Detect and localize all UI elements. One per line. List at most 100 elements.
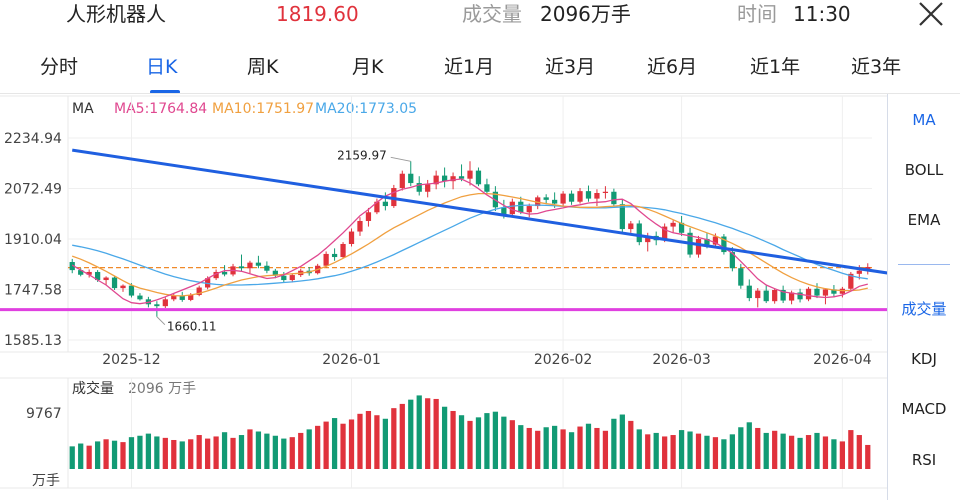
candle bbox=[467, 170, 473, 179]
side-item-kdj[interactable]: KDJ bbox=[911, 350, 937, 368]
side-item-ma[interactable]: MA bbox=[912, 111, 936, 129]
tab-1-year[interactable]: 近1年 bbox=[750, 56, 801, 78]
candle bbox=[662, 226, 668, 241]
period-tabs: 分时 日K 周K 月K 近1月 近3月 近6月 近1年 近3年 bbox=[0, 44, 960, 94]
volume-bar bbox=[357, 413, 363, 469]
side-item-ema[interactable]: EMA bbox=[907, 211, 941, 229]
volume-bar bbox=[746, 422, 752, 469]
volume-bar bbox=[763, 432, 769, 469]
volume-bar bbox=[137, 435, 143, 469]
x-tick-label: 2026-02 bbox=[534, 352, 593, 368]
candle bbox=[196, 287, 202, 295]
tab-6-months[interactable]: 近6月 bbox=[647, 56, 698, 78]
volume-bar bbox=[247, 429, 253, 469]
candle bbox=[822, 289, 829, 296]
candle bbox=[577, 191, 583, 202]
volume-bar bbox=[154, 436, 160, 469]
side-item-rsi[interactable]: RSI bbox=[911, 451, 937, 469]
candle bbox=[636, 223, 642, 243]
high-pointer bbox=[390, 156, 411, 162]
candle bbox=[264, 265, 270, 271]
x-tick-label: 2026-03 bbox=[652, 352, 711, 368]
y-tick-label: 2072.49 bbox=[4, 181, 62, 197]
candle bbox=[365, 212, 372, 221]
x-tick-label: 2025-12 bbox=[102, 352, 161, 368]
side-item-volume[interactable]: 成交量 bbox=[901, 300, 947, 318]
indicator-sidebar: MA BOLL EMA 成交量 KDJ MACD RSI bbox=[887, 94, 960, 500]
sidebar-divider bbox=[898, 264, 950, 265]
side-item-macd[interactable]: MACD bbox=[901, 400, 947, 418]
candle bbox=[848, 273, 854, 289]
volume-bar bbox=[712, 437, 719, 469]
volume-bar bbox=[111, 440, 118, 469]
candle bbox=[323, 253, 329, 266]
tab-monthly-k[interactable]: 月K bbox=[352, 56, 384, 78]
volume-bar bbox=[501, 416, 507, 469]
tab-3-months[interactable]: 近3月 bbox=[545, 56, 596, 78]
volume-bar bbox=[255, 431, 262, 469]
volume-bar bbox=[399, 403, 405, 469]
volume-bar bbox=[755, 427, 761, 469]
volume-bar bbox=[475, 417, 482, 469]
candle bbox=[788, 292, 795, 301]
volume-bar bbox=[179, 441, 185, 469]
volume-bar bbox=[196, 435, 202, 469]
candle bbox=[611, 191, 617, 205]
volume-bar bbox=[94, 441, 101, 469]
volume-bar bbox=[272, 435, 278, 469]
candle bbox=[450, 176, 456, 182]
volume-bar bbox=[704, 435, 710, 469]
ma20-line bbox=[72, 204, 868, 286]
active-tab-indicator bbox=[150, 90, 180, 94]
kline-chart[interactable]: 2234.94 2072.49 1910.04 1747.58 1585.13 2025-… bbox=[0, 94, 887, 500]
candle bbox=[205, 278, 211, 288]
candle bbox=[408, 173, 414, 184]
volume-bar bbox=[365, 410, 372, 469]
index-price: 1819.60 bbox=[276, 2, 359, 26]
volume-bar bbox=[729, 434, 735, 469]
volume-bar bbox=[315, 425, 321, 469]
candle bbox=[137, 295, 143, 300]
legend-ma5: MA5:1764.84 bbox=[114, 101, 208, 117]
candle bbox=[247, 262, 253, 269]
high-label: 2159.97 bbox=[337, 148, 387, 162]
candle bbox=[797, 292, 803, 300]
volume-label: 成交量 bbox=[462, 2, 522, 26]
volume-bar bbox=[289, 437, 295, 469]
volume-y-tick: 9767 bbox=[26, 406, 62, 422]
volume-bar bbox=[340, 423, 346, 469]
volume-bar bbox=[772, 430, 778, 469]
candle bbox=[594, 193, 600, 199]
tab-1-month[interactable]: 近1月 bbox=[444, 56, 495, 78]
candle bbox=[831, 289, 837, 294]
volume-bar bbox=[264, 433, 270, 469]
candle bbox=[619, 204, 625, 230]
candle bbox=[814, 288, 820, 296]
candle bbox=[645, 235, 651, 243]
volume-bar bbox=[543, 427, 549, 469]
volume-bar bbox=[298, 432, 304, 469]
tab-daily-k[interactable]: 日K bbox=[146, 56, 178, 78]
volume-bar bbox=[585, 423, 592, 469]
volume-value: 2096万手 bbox=[540, 2, 631, 26]
volume-bar bbox=[408, 399, 414, 469]
tab-weekly-k[interactable]: 周K bbox=[247, 56, 279, 78]
tab-intraday[interactable]: 分时 bbox=[40, 56, 79, 78]
volume-bar bbox=[611, 418, 617, 469]
candle bbox=[678, 222, 685, 233]
volume-bar bbox=[467, 420, 473, 469]
volume-bar bbox=[382, 418, 388, 469]
side-item-boll[interactable]: BOLL bbox=[904, 161, 944, 179]
volume-bar bbox=[865, 444, 871, 469]
candle bbox=[272, 270, 278, 276]
volume-bar bbox=[797, 437, 803, 469]
volume-bar bbox=[552, 425, 558, 469]
trend-line bbox=[72, 148, 887, 275]
volume-bar bbox=[145, 433, 152, 469]
volume-bar bbox=[221, 432, 228, 469]
volume-bar bbox=[425, 398, 431, 469]
close-icon[interactable] bbox=[914, 0, 948, 30]
candle bbox=[78, 270, 84, 275]
volume-bar bbox=[86, 445, 92, 469]
tab-3-years[interactable]: 近3年 bbox=[851, 56, 902, 78]
